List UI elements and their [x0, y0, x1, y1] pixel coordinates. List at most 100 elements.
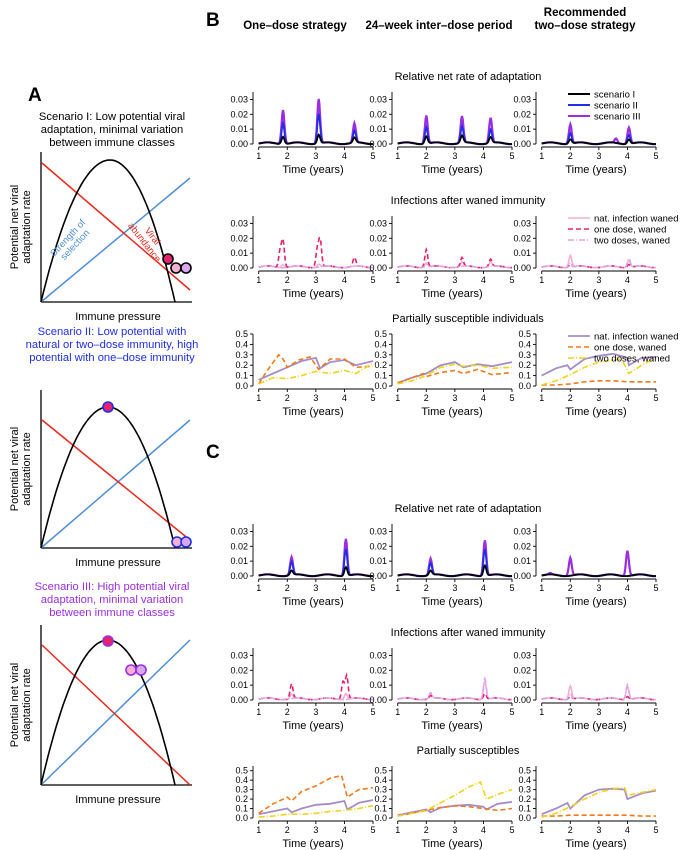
x-tick-label: 5: [509, 393, 514, 403]
y-tick-label: 0.00: [230, 139, 248, 149]
column-title-line: One–dose strategy: [243, 20, 347, 32]
net-adaptation-curve: [40, 406, 176, 549]
y-tick-label: 0.02: [369, 233, 387, 243]
y-tick-label: 0.1: [518, 371, 531, 381]
y-tick-label: 0.00: [230, 571, 248, 581]
y-tick-label: 0.02: [513, 233, 531, 243]
y-tick-label: 0.00: [513, 571, 531, 581]
x-tick-label: 3: [313, 393, 318, 403]
y-tick-label: 0.1: [518, 804, 531, 814]
y-tick-label: 0.4: [235, 775, 248, 785]
x-tick-label: 1: [256, 825, 261, 835]
y-tick-label: 0.3: [235, 350, 248, 360]
x-axis-label: Time (years): [282, 288, 343, 300]
y-tick-label: 0.03: [230, 94, 248, 104]
x-tick-label: 3: [596, 275, 601, 285]
y-axis-label-line: Potential net viral: [9, 427, 21, 511]
series-line-nat-infection-waned: [397, 679, 512, 701]
y-axis-label-line: adaptation rate: [21, 432, 33, 505]
x-axis-label: Time (years): [282, 596, 343, 608]
series-line-scenario-iii: [541, 120, 656, 146]
x-tick-label: 1: [395, 275, 400, 285]
y-tick-label: 0.3: [374, 785, 387, 795]
x-tick-label: 1: [395, 583, 400, 593]
x-tick-label: 4: [625, 275, 630, 285]
chart-b-2-0: 1 2 3 4 5 0.00.10.20.30.40.5 Time (years): [235, 329, 375, 418]
x-axis-label: Time (years): [565, 596, 626, 608]
chart-c-2-1: 1 2 3 4 5 0.00.10.20.30.40.5 Time (years): [374, 766, 514, 850]
x-axis-label: Time (years): [282, 406, 343, 418]
x-tick-label: 2: [424, 151, 429, 161]
chart-c-1-2: 1 2 3 4 5 0.00 0.01 0.02 0.03 Time (years): [513, 648, 659, 732]
x-tick-label: 2: [568, 583, 573, 593]
chart-b-0-2: 1 2 3 4 5 0.00 0.01 0.02 0.03 Time (years) scenari…: [513, 90, 658, 177]
scenario-title-line: adaptation, minimal variation: [41, 594, 183, 606]
y-tick-label: 0.0: [374, 381, 387, 391]
y-tick-label: 0.02: [369, 109, 387, 119]
viral-abundance-line: [41, 162, 191, 291]
scenario-title-line: potential with one–dose immunity: [29, 352, 195, 364]
x-tick-label: 2: [285, 151, 290, 161]
series-line-scenario-ii: [258, 548, 373, 578]
y-tick-label: 0.2: [374, 794, 387, 804]
y-axis-label: Potential net viraladaptation rate: [9, 427, 33, 511]
x-axis-label: Time (years): [421, 288, 482, 300]
panel-letter-a: A: [28, 85, 42, 106]
y-tick-label: 0.03: [369, 526, 387, 536]
x-tick-label: 2: [568, 825, 573, 835]
x-tick-label: 5: [370, 583, 375, 593]
y-tick-label: 0.5: [374, 766, 387, 776]
x-tick-label: 2: [424, 825, 429, 835]
y-tick-label: 0.01: [230, 680, 248, 690]
x-tick-label: 5: [370, 707, 375, 717]
series-line-scenario-ii: [397, 548, 512, 578]
y-tick-label: 0.03: [513, 218, 531, 228]
x-tick-label: 2: [424, 583, 429, 593]
chart-c-0-2: 1 2 3 4 5 0.00 0.01 0.02 0.03 Time (years): [513, 524, 659, 608]
x-tick-label: 5: [509, 825, 514, 835]
y-axis-label: Potential net viraladaptation rate: [9, 663, 33, 747]
legend-label: nat. infection waned: [594, 332, 679, 343]
y-tick-label: 0.0: [518, 813, 531, 823]
column-title-line: 24–week inter–dose period: [365, 20, 512, 32]
x-axis-label: Time (years): [421, 720, 482, 732]
net-adaptation-curve: [40, 159, 176, 303]
x-tick-label: 4: [481, 825, 486, 835]
y-axis-label: Potential net viraladaptation rate: [9, 185, 33, 269]
series-line-two-doses-waned: [397, 781, 513, 817]
immune-class-marker: [180, 536, 192, 548]
x-axis-label: Time (years): [421, 406, 482, 418]
x-tick-label: 3: [452, 707, 457, 717]
scenario-title-line: adaptation, minimal variation: [41, 124, 183, 136]
x-tick-label: 4: [481, 393, 486, 403]
legend-label: scenario I: [594, 90, 635, 101]
strength-of-selection-label: Strength ofselection: [48, 217, 95, 266]
x-axis-label: Time (years): [421, 164, 482, 176]
y-tick-label: 0.02: [230, 541, 248, 551]
y-axis-label-line: adaptation rate: [21, 668, 33, 741]
immune-class-marker: [125, 664, 137, 676]
panel-letter-c: C: [206, 442, 220, 463]
y-tick-label: 0.03: [369, 94, 387, 104]
y-tick-label: 0.02: [513, 541, 531, 551]
row-title: Infections after waned immunity: [391, 195, 546, 207]
series-line-one-dose-waned: [397, 692, 512, 701]
legend-label: nat. infection waned: [594, 214, 679, 225]
y-tick-label: 0.00: [369, 695, 387, 705]
y-tick-label: 0.02: [230, 665, 248, 675]
x-axis-label: Time (years): [282, 720, 343, 732]
x-axis-label: Immune pressure: [75, 311, 161, 323]
x-tick-label: 4: [481, 151, 486, 161]
scenario-2-diagram: Scenario II: Low potential with natural o…: [9, 326, 198, 569]
viral-abundance-line: [41, 644, 191, 786]
x-tick-label: 5: [509, 275, 514, 285]
x-tick-label: 2: [424, 707, 429, 717]
y-tick-label: 0.00: [230, 263, 248, 273]
x-axis-label: Time (years): [421, 838, 482, 850]
y-tick-label: 0.03: [230, 218, 248, 228]
y-tick-label: 0.3: [518, 350, 531, 360]
x-tick-label: 2: [568, 393, 573, 403]
x-tick-label: 1: [395, 707, 400, 717]
